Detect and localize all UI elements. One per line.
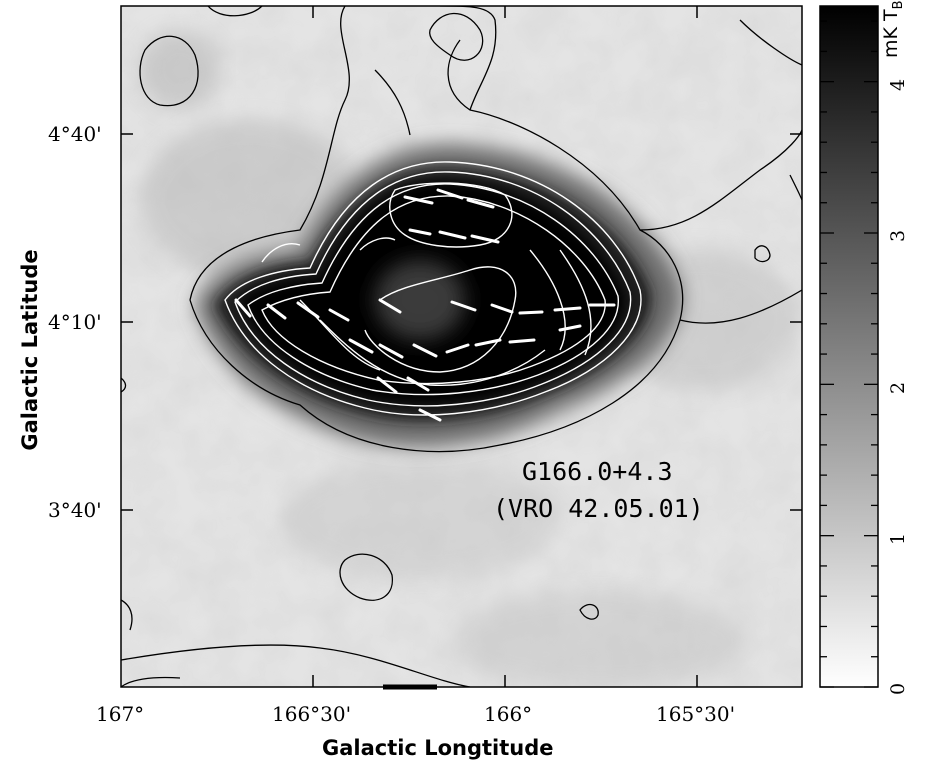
y-tick-label: 3°40' <box>48 498 102 522</box>
x-tick-label: 166°30' <box>272 702 352 726</box>
x-tick-label: 167° <box>96 702 145 726</box>
y-axis-title: Galactic Latitude <box>18 249 42 451</box>
colorbar-tick-label: 0 <box>887 682 910 696</box>
outer-contours <box>121 6 802 687</box>
unit-subscript: B <box>890 0 906 10</box>
source-name: G166.0+4.3 <box>522 457 673 486</box>
inner-contours <box>224 161 642 416</box>
colorbar-tick-label: 4 <box>887 78 910 92</box>
colorbar <box>819 5 879 688</box>
x-axis-title: Galactic Longtitude <box>322 736 554 760</box>
colorbar-unit: mK TB <box>880 0 944 80</box>
polarization-vectors <box>234 188 616 422</box>
colorbar-tick-label: 1 <box>887 532 910 546</box>
colorbar-ticks <box>820 20 878 688</box>
y-tick-label: 4°10' <box>48 310 102 334</box>
sky-map <box>121 6 802 687</box>
source-alias: (VRO 42.05.01) <box>493 494 704 523</box>
colorbar-unit-label: mK TB <box>880 0 906 58</box>
map-frame <box>120 5 803 690</box>
colorbar-tick-label: 2 <box>887 381 910 395</box>
colorbar-tick-label: 3 <box>887 229 910 243</box>
y-tick-label: 4°40' <box>48 122 102 146</box>
x-tick-label: 166° <box>484 702 533 726</box>
x-tick-label: 165°30' <box>656 702 736 726</box>
unit-text: mK T <box>880 9 902 58</box>
